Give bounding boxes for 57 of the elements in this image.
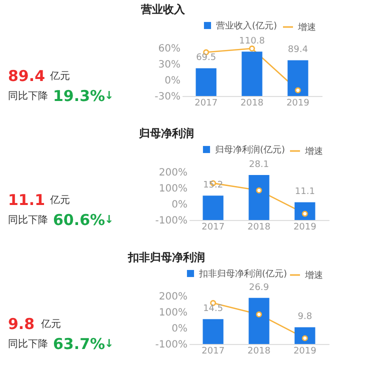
x-tick-label: 2017 (202, 222, 225, 232)
text: 亿元 (40, 319, 61, 330)
y-tick-label: 0% (172, 324, 188, 334)
y-tick-label: -30% (154, 92, 180, 102)
y-tick-label: 60% (158, 44, 180, 54)
data-label: 28.1 (248, 160, 270, 170)
legend-label: 增速 (297, 22, 316, 33)
y-tick-label: 200% (158, 292, 188, 302)
data-label: 69.5 (196, 53, 216, 64)
data-label: 9.8 (298, 312, 312, 322)
text: 9.8 (8, 315, 35, 333)
y-tick-label: 0% (164, 76, 180, 86)
text: ↓ (104, 89, 114, 102)
text: 同比下降 (8, 90, 48, 102)
data-label: 14.5 (203, 304, 224, 314)
x-tick-label: 2017 (202, 346, 225, 356)
x-tick-label: 2019 (286, 98, 310, 108)
y-tick-label: 100% (158, 308, 188, 318)
data-label: 11.1 (294, 187, 315, 198)
text: 亿元 (49, 195, 70, 206)
x-tick-label: 2018 (248, 346, 271, 356)
y-tick-label: -100% (155, 216, 188, 226)
x-tick-label: 2017 (194, 98, 218, 108)
point (294, 87, 301, 94)
text: 同比下降 (8, 214, 48, 226)
text: 19.3% (53, 87, 106, 105)
y-tick-label: 0% (172, 200, 188, 210)
text: 60.6% (53, 211, 106, 229)
y-tick-label: 200% (158, 168, 188, 178)
x-tick-label: 2018 (248, 222, 271, 232)
legend-label: 扣非归母净利润(亿元) (198, 268, 288, 280)
data-label: 26.9 (248, 282, 270, 293)
x-tick-label: 2018 (240, 98, 264, 108)
data-label: 110.8 (239, 36, 266, 47)
chart-title: 归母净利润 (138, 127, 194, 140)
x-tick-label: 2019 (293, 346, 317, 356)
text: ↓ (104, 337, 114, 350)
legend-label: 归母净利润(亿元) (215, 144, 286, 156)
text: 89.4 (8, 67, 46, 85)
text: 11.1 (8, 191, 46, 209)
y-tick-label: -100% (155, 340, 188, 350)
data-label: 89.4 (288, 45, 308, 56)
y-tick-label: 100% (158, 184, 188, 194)
y-tick-label: 30% (158, 60, 180, 70)
text: 同比下降 (8, 338, 48, 350)
text: 63.7% (53, 335, 106, 353)
text: 亿元 (49, 71, 70, 82)
point (256, 187, 262, 194)
chart-title: 扣非归母净利润 (127, 251, 205, 264)
chart-title: 营业收入 (140, 3, 186, 16)
legend-label: 增速 (304, 146, 323, 157)
legend-label: 增速 (304, 270, 323, 281)
x-tick-label: 2019 (293, 222, 317, 232)
text: ↓ (104, 213, 114, 226)
legend-label: 营业收入(亿元) (216, 20, 278, 32)
point (249, 46, 255, 52)
point (256, 311, 262, 318)
